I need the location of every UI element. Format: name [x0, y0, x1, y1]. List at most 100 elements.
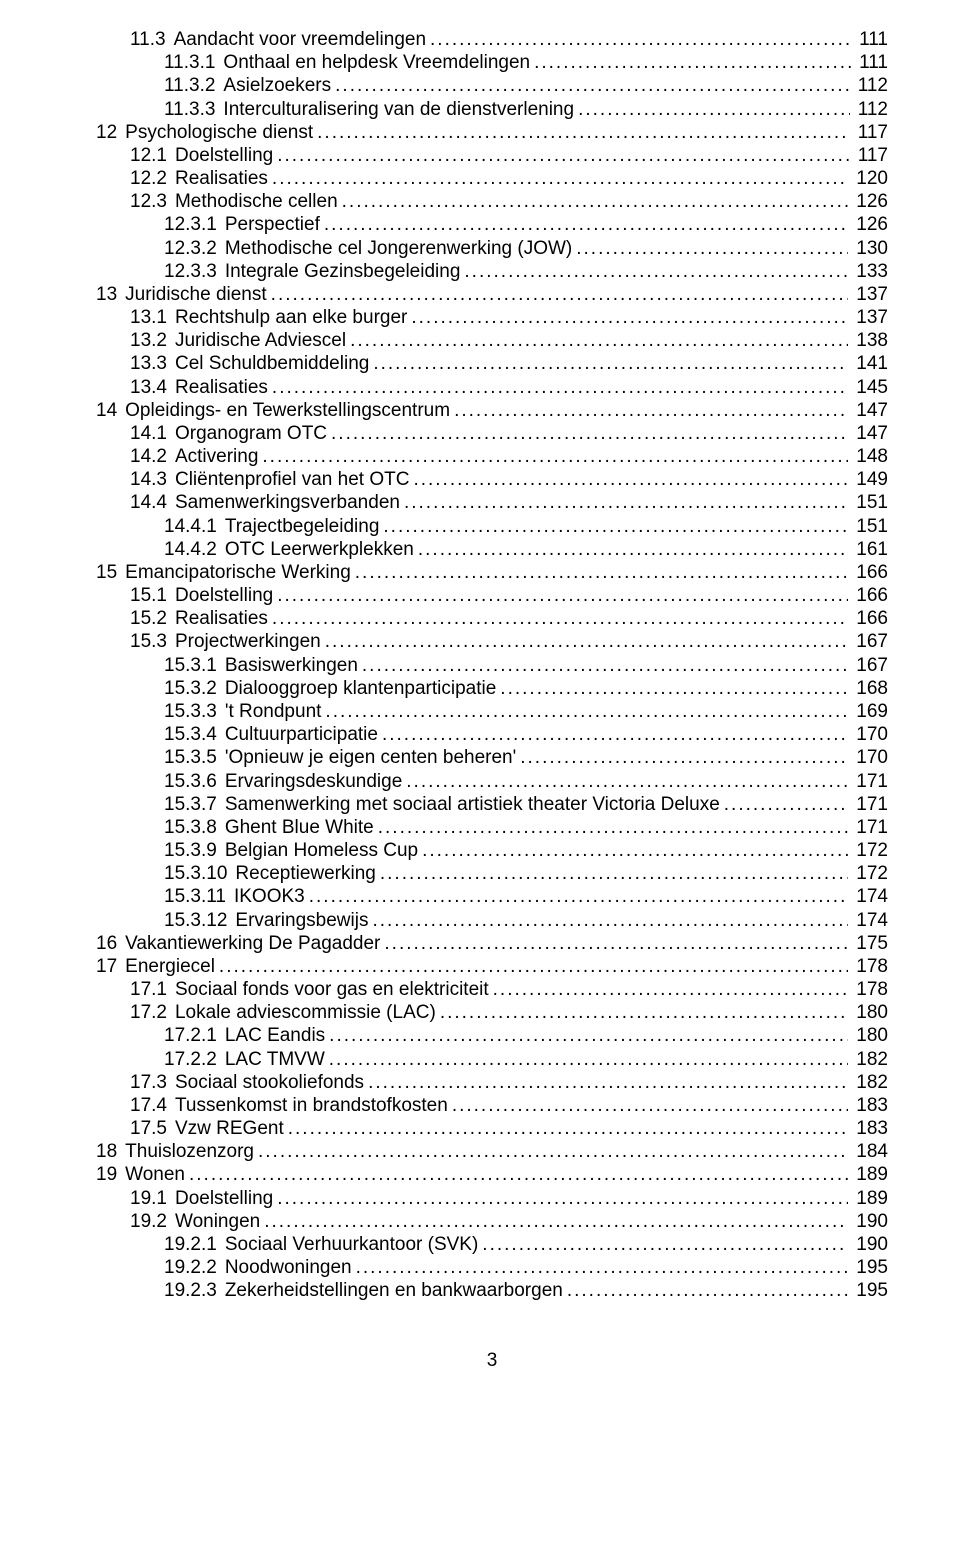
toc-entry-number: 12.3.1: [164, 213, 225, 236]
toc-entry-number: 13.2: [130, 329, 175, 352]
toc-entry: 17.3Sociaal stookoliefonds182: [96, 1071, 888, 1094]
toc-leader-dots: [335, 74, 850, 97]
toc-entry-number: 11.3: [130, 28, 174, 51]
toc-entry: 13.3Cel Schuldbemiddeling141: [96, 352, 888, 375]
toc-entry-page: 190: [852, 1210, 888, 1233]
toc-entry-title: Woningen: [175, 1210, 260, 1233]
toc-entry-page: 166: [852, 607, 888, 630]
toc-entry-number: 11.3.2: [164, 74, 223, 97]
toc-entry-page: 137: [852, 306, 888, 329]
toc-entry-title: Dialooggroep klantenparticipatie: [225, 677, 496, 700]
toc-entry-number: 14.4: [130, 491, 175, 514]
toc-entry: 12.3.1Perspectief126: [96, 213, 888, 236]
toc-leader-dots: [454, 399, 848, 422]
toc-entry-number: 14.4.1: [164, 515, 225, 538]
toc-entry: 15.3.9Belgian Homeless Cup172: [96, 839, 888, 862]
toc-entry-title: Juridische Adviescel: [175, 329, 346, 352]
toc-entry-number: 11.3.1: [164, 51, 223, 74]
toc-entry: 13.2Juridische Adviescel 138: [96, 329, 888, 352]
toc-entry-number: 15.3.11: [164, 885, 234, 908]
toc-entry-page: 167: [852, 654, 888, 677]
toc-entry-page: 182: [852, 1048, 888, 1071]
toc-entry-page: 126: [852, 190, 888, 213]
toc-entry: 15.3.10Receptiewerking172: [96, 862, 888, 885]
toc-entry-number: 15.3.12: [164, 909, 235, 932]
toc-entry-title: LAC Eandis: [225, 1024, 325, 1047]
toc-entry-page: 161: [852, 538, 888, 561]
toc-leader-dots: [324, 213, 848, 236]
toc-entry-page: 171: [852, 816, 888, 839]
toc-entry: 17.2Lokale adviescommissie (LAC)180: [96, 1001, 888, 1024]
toc-leader-dots: [264, 1210, 848, 1233]
toc-entry-title: Samenwerkingsverbanden: [175, 491, 400, 514]
toc-entry: 17.2.1LAC Eandis180: [96, 1024, 888, 1047]
toc-entry: 15.3.12Ervaringsbewijs174: [96, 909, 888, 932]
toc-entry-page: 172: [852, 862, 888, 885]
toc-leader-dots: [440, 1001, 848, 1024]
toc-entry: 11.3Aandacht voor vreemdelingen111: [96, 28, 888, 51]
toc-entry-number: 14.3: [130, 468, 175, 491]
toc-leader-dots: [383, 515, 848, 538]
toc-entry-title: Vakantiewerking De Pagadder: [125, 932, 380, 955]
toc-entry-page: 182: [852, 1071, 888, 1094]
toc-entry: 14.1Organogram OTC147: [96, 422, 888, 445]
toc-entry: 15.3.2Dialooggroep klantenparticipatie16…: [96, 677, 888, 700]
toc-entry-number: 15.3.2: [164, 677, 225, 700]
page-number: 3: [96, 1350, 888, 1372]
toc-entry-number: 15.3.3: [164, 700, 225, 723]
toc-leader-dots: [325, 700, 848, 723]
toc-leader-dots: [452, 1094, 848, 1117]
toc-entry-number: 17.5: [130, 1117, 175, 1140]
toc-leader-dots: [350, 329, 848, 352]
toc-entry-number: 12.3: [130, 190, 175, 213]
toc-entry-number: 15.3.6: [164, 770, 225, 793]
toc-entry-title: Trajectbegeleiding: [225, 515, 380, 538]
toc-entry-number: 12.3.2: [164, 237, 225, 260]
toc-leader-dots: [378, 816, 849, 839]
toc-entry-title: Organogram OTC: [175, 422, 327, 445]
toc-entry-number: 14.4.2: [164, 538, 225, 561]
toc-leader-dots: [430, 28, 851, 51]
toc-entry: 11.3.3Interculturalisering van de dienst…: [96, 98, 888, 121]
toc-entry: 19.2.2Noodwoningen195: [96, 1256, 888, 1279]
toc-entry-number: 15.3.4: [164, 723, 225, 746]
toc-entry: 14.4Samenwerkingsverbanden151: [96, 491, 888, 514]
toc-entry-page: 117: [854, 121, 888, 144]
toc-entry-title: Methodische cellen: [175, 190, 338, 213]
toc-leader-dots: [404, 491, 848, 514]
toc-entry-page: 171: [852, 770, 888, 793]
toc-entry-title: Lokale adviescommissie (LAC): [175, 1001, 436, 1024]
toc-entry-page: 171: [852, 793, 888, 816]
toc-entry-number: 15.3: [130, 630, 175, 653]
toc-entry-title: Asielzoekers: [223, 74, 331, 97]
toc-leader-dots: [384, 932, 848, 955]
toc-entry-title: Tussenkomst in brandstofkosten: [175, 1094, 448, 1117]
toc-entry-page: 137: [852, 283, 888, 306]
toc-entry-title: Juridische dienst: [125, 283, 267, 306]
toc-entry-page: 184: [852, 1140, 888, 1163]
toc-leader-dots: [368, 1071, 848, 1094]
toc-entry-number: 18: [96, 1140, 125, 1163]
toc-entry-title: Interculturalisering van de dienstverlen…: [223, 98, 574, 121]
toc-entry-page: 180: [852, 1001, 888, 1024]
toc-leader-dots: [411, 306, 848, 329]
toc-entry-page: 190: [852, 1233, 888, 1256]
toc-entry-number: 15.3.8: [164, 816, 225, 839]
toc-entry-page: 112: [854, 98, 888, 121]
toc-entry-page: 174: [852, 909, 888, 932]
toc-entry-page: 195: [852, 1256, 888, 1279]
toc-entry: 15.3.11IKOOK3174: [96, 885, 888, 908]
toc-entry-title: Cliëntenprofiel van het OTC: [175, 468, 409, 491]
toc-entry-title: Samenwerking met sociaal artistiek theat…: [225, 793, 720, 816]
toc-entry-title: 'Opnieuw je eigen centen beheren': [225, 746, 516, 769]
toc-entry-number: 15.3.1: [164, 654, 225, 677]
toc-entry-page: 138: [852, 329, 888, 352]
toc-entry-page: 178: [852, 955, 888, 978]
toc-entry-number: 16: [96, 932, 125, 955]
toc-entry-page: 141: [852, 352, 888, 375]
toc-leader-dots: [272, 167, 848, 190]
toc-entry-title: Belgian Homeless Cup: [225, 839, 418, 862]
toc-leader-dots: [288, 1117, 849, 1140]
toc-entry-title: Energiecel: [125, 955, 215, 978]
toc-entry-page: 149: [852, 468, 888, 491]
